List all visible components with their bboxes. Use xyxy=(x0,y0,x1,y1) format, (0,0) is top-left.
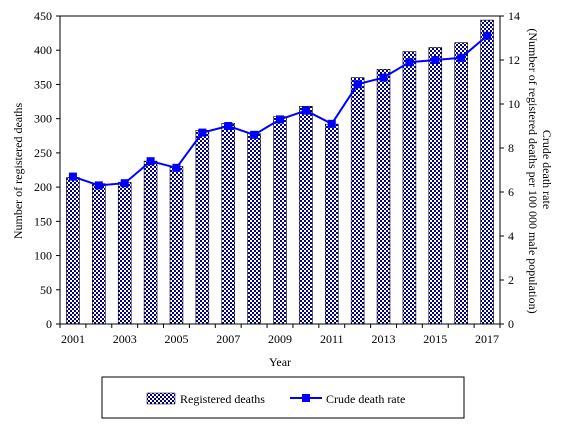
right-axis: 0 2 4 6 8 10 12 14 xyxy=(500,9,520,331)
rate-marker-2002 xyxy=(94,181,103,190)
bar-2012 xyxy=(350,77,365,325)
bar-2017 xyxy=(480,19,494,325)
x-tick-label-2017: 2017 xyxy=(475,332,499,346)
rate-marker-2011 xyxy=(327,119,336,128)
left-axis: 0 50 100 150 200 250 300 350 400 450 xyxy=(34,9,60,331)
plot-frame xyxy=(59,15,501,325)
x-tick-label-2001: 2001 xyxy=(61,332,85,346)
rate-marker-2014 xyxy=(405,58,414,67)
x-tick-label-2005: 2005 xyxy=(164,332,188,346)
x-axis: 2001 2003 2005 2007 2009 2011 2013 2015 2017 xyxy=(59,324,501,346)
rate-marker-2010 xyxy=(301,106,310,115)
y-tick-label-100: 100 xyxy=(34,249,52,263)
legend-bar-swatch xyxy=(146,392,176,405)
rate-marker-2001 xyxy=(68,172,77,181)
rate-marker-2003 xyxy=(120,179,129,188)
rate-marker-2006 xyxy=(198,128,207,137)
y-tick-label-200: 200 xyxy=(34,180,52,194)
rate-marker-2016 xyxy=(457,53,466,62)
y-tick-label-50: 50 xyxy=(40,283,52,297)
y2-tick-label-4: 4 xyxy=(508,229,514,243)
x-tick-label-2013: 2013 xyxy=(372,332,396,346)
x-tick-label-2007: 2007 xyxy=(216,332,240,346)
bar-2005 xyxy=(169,166,184,325)
x-tick-label-2009: 2009 xyxy=(268,332,292,346)
bars-group xyxy=(66,19,494,325)
y-tick-label-350: 350 xyxy=(34,77,52,91)
x-axis-title: Year xyxy=(269,355,291,369)
legend-line-label: Crude death rate xyxy=(326,392,405,406)
rate-marker-2012 xyxy=(353,80,362,89)
rate-marker-2005 xyxy=(172,163,181,172)
bar-2011 xyxy=(324,123,339,325)
bar-2006 xyxy=(195,130,210,325)
bar-2013 xyxy=(376,69,391,325)
legend: Registered deaths Crude death rate xyxy=(101,376,465,419)
rate-marker-2013 xyxy=(379,73,388,82)
rate-marker-2009 xyxy=(276,115,284,124)
bar-2009 xyxy=(273,116,287,325)
rate-marker-2004 xyxy=(146,157,155,166)
plot-area-border xyxy=(59,15,501,325)
legend-bar-label: Registered deaths xyxy=(180,392,265,406)
rate-marker-2017 xyxy=(483,31,492,40)
x-tick-label-2003: 2003 xyxy=(113,332,137,346)
rate-marker-2007 xyxy=(224,122,233,130)
y2-axis-title-line-1: Crude death rate xyxy=(540,130,554,209)
y2-tick-label-14: 14 xyxy=(508,9,520,23)
y-tick-label-400: 400 xyxy=(34,43,52,57)
bar-2014 xyxy=(402,51,417,325)
y-tick-label-250: 250 xyxy=(34,146,52,160)
bar-2003 xyxy=(117,182,132,325)
y-tick-label-300: 300 xyxy=(34,112,52,126)
y-tick-label-450: 450 xyxy=(34,9,52,23)
y2-tick-label-2: 2 xyxy=(508,273,514,287)
bar-2002 xyxy=(92,183,106,325)
bar-2001 xyxy=(66,177,80,325)
bar-2015 xyxy=(428,47,443,325)
rate-line-group xyxy=(68,31,492,190)
y2-axis-title-line-2: (Number of registered deaths per 100 000… xyxy=(526,28,540,313)
rate-marker-2008 xyxy=(250,130,259,139)
bar-2004 xyxy=(143,160,158,325)
y2-tick-label-8: 8 xyxy=(508,141,514,155)
y2-axis-title: Crude death rate (Number of registered d… xyxy=(526,28,554,313)
bar-2010 xyxy=(299,106,313,325)
y2-tick-label-6: 6 xyxy=(508,185,514,199)
y2-tick-label-10: 10 xyxy=(508,97,520,111)
y2-tick-label-12: 12 xyxy=(508,53,520,67)
x-tick-label-2015: 2015 xyxy=(423,332,447,346)
y-tick-label-150: 150 xyxy=(34,214,52,228)
y2-tick-label-0: 0 xyxy=(508,317,514,331)
y-tick-label-0: 0 xyxy=(46,317,52,331)
bar-2016 xyxy=(454,42,468,325)
rate-marker-2015 xyxy=(431,56,440,64)
bar-2007 xyxy=(221,123,236,325)
x-tick-label-2011: 2011 xyxy=(320,332,344,346)
legend-line-marker xyxy=(302,394,310,402)
y-axis-title: Number of registered deaths xyxy=(11,103,25,240)
bar-2008 xyxy=(247,133,261,325)
